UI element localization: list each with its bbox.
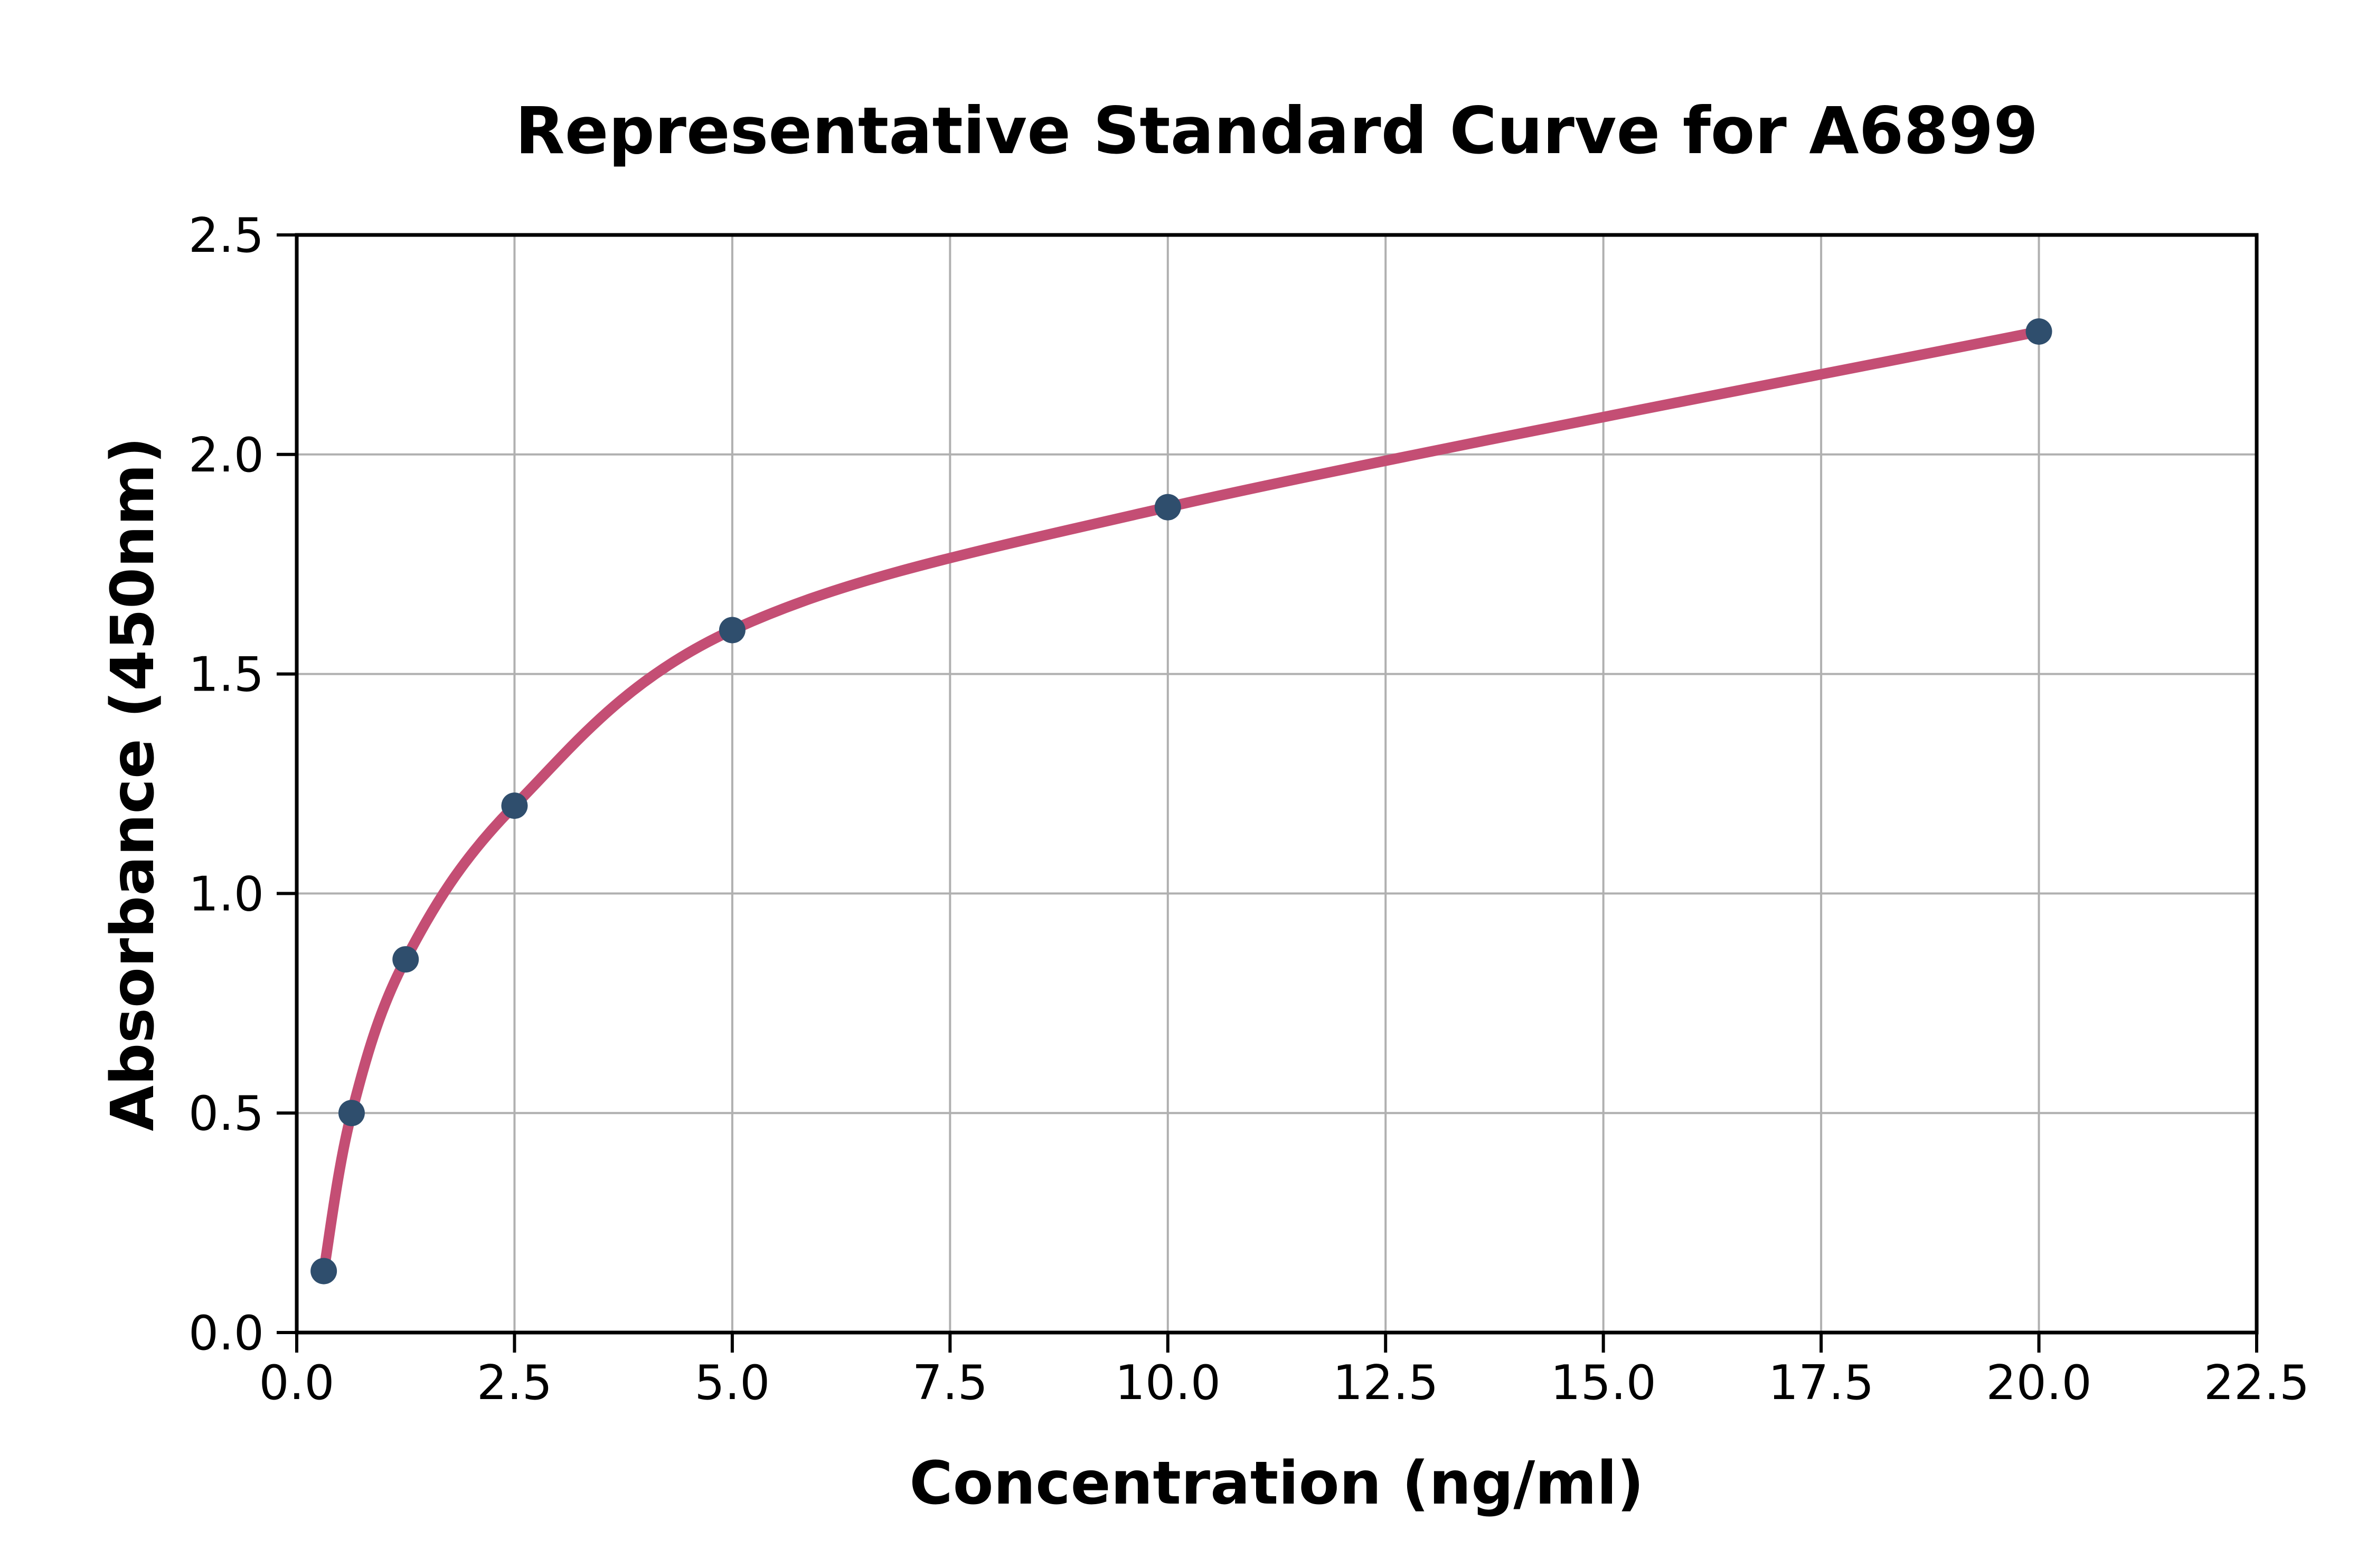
fitted-standard-curve	[318, 326, 2044, 1277]
data-points-layer	[310, 318, 2052, 1284]
x-tick-label: 12.5	[1333, 1355, 1438, 1411]
y-axis-label: Absorbance (450nm)	[99, 437, 167, 1131]
y-tick-label: 1.5	[188, 647, 264, 703]
plot-spines	[295, 233, 2259, 1335]
data-point-marker	[501, 792, 528, 819]
x-tick-label: 5.0	[694, 1355, 770, 1411]
chart-title: Representative Standard Curve for A6899	[515, 93, 2038, 168]
data-point-marker	[310, 1258, 337, 1284]
y-tick-label: 2.5	[188, 208, 264, 263]
x-tick-label: 0.0	[259, 1355, 334, 1411]
gridlines	[297, 235, 2257, 1333]
y-tick-label: 1.0	[188, 866, 264, 922]
x-tick-label: 20.0	[1986, 1355, 2091, 1411]
x-tick-label: 15.0	[1550, 1355, 1656, 1411]
fitted-curve-layer	[318, 326, 2044, 1277]
data-point-marker	[2025, 318, 2052, 345]
data-point-marker	[719, 617, 746, 644]
axis-tick-labels: 0.0 2.5 5.0 7.5 10.0 12.5 15.0 17.5 20.0 22.5 0.0 0…	[188, 208, 2309, 1411]
x-tick-label: 10.0	[1115, 1355, 1221, 1411]
x-axis-label: Concentration (ng/ml)	[909, 1449, 1644, 1518]
x-tick-label: 17.5	[1768, 1355, 1874, 1411]
x-tick-label: 2.5	[477, 1355, 552, 1411]
data-point-marker	[1154, 494, 1181, 521]
axis-ticks	[277, 233, 2258, 1353]
plot-border	[295, 233, 2259, 1335]
data-point-marker	[392, 946, 419, 973]
x-tick-label: 22.5	[2204, 1355, 2309, 1411]
y-tick-label: 2.0	[188, 428, 264, 483]
data-point-marker	[338, 1100, 365, 1127]
y-tick-label: 0.0	[188, 1306, 264, 1361]
y-tick-label: 0.5	[188, 1086, 264, 1141]
x-tick-label: 7.5	[912, 1355, 988, 1411]
